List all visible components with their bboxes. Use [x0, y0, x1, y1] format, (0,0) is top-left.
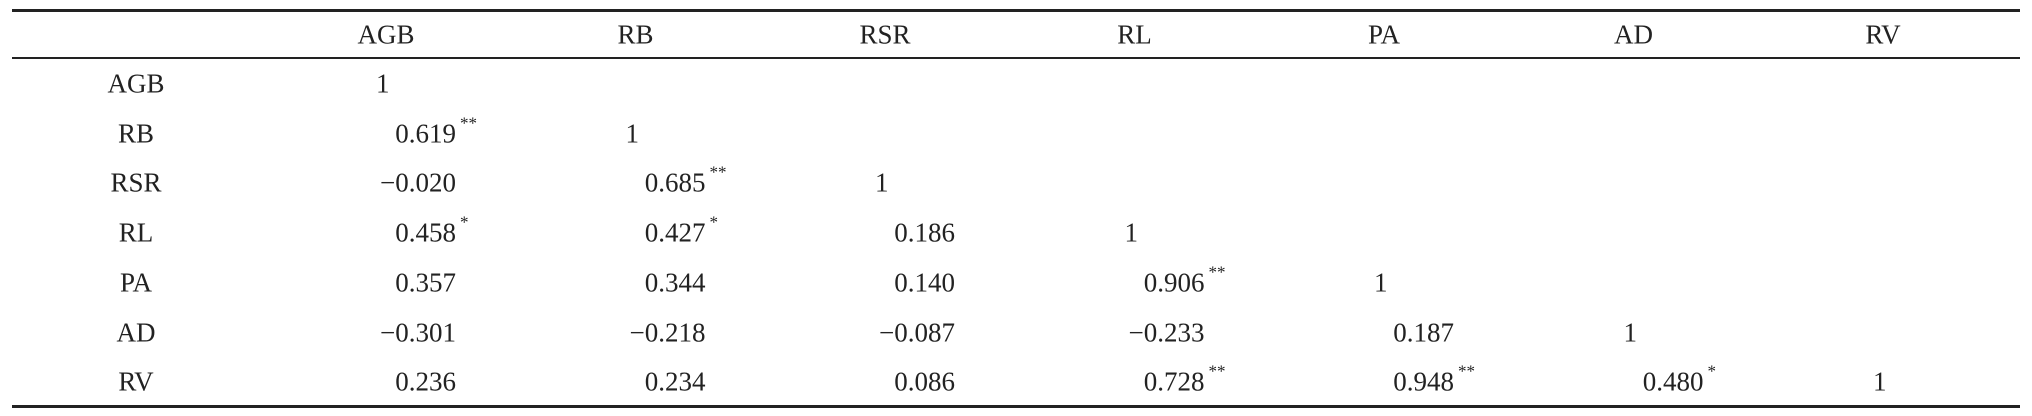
- row-label: RL: [118, 217, 154, 248]
- cell: 0.728 **: [1143, 363, 1226, 397]
- top-rule: [12, 9, 2020, 12]
- cell: 0.458 *: [395, 214, 468, 248]
- cell: 1: [376, 68, 390, 99]
- cell-value: 0.480: [1642, 366, 1704, 397]
- cell: 0.086: [894, 366, 955, 397]
- cell: 1: [626, 120, 640, 147]
- significance-mark: **: [709, 162, 727, 182]
- row-label: AGB: [107, 68, 165, 99]
- cell: 1: [1624, 319, 1638, 346]
- cell-value: −0.233: [1128, 317, 1205, 347]
- significance-mark: *: [709, 212, 719, 232]
- cell-value: −0.087: [879, 317, 955, 347]
- cell: 0.906 **: [1143, 263, 1226, 298]
- cell-value: 0.357: [395, 267, 456, 298]
- row-label: RB: [117, 118, 155, 149]
- cell-value: 0.344: [644, 267, 706, 298]
- row-label: AD: [116, 317, 156, 347]
- cell-value: 0.186: [894, 217, 955, 248]
- header-rule: [12, 57, 2020, 59]
- cell-value: 1: [1873, 366, 1887, 397]
- significance-mark: **: [1458, 361, 1475, 381]
- column-header: RV: [1865, 19, 1901, 50]
- cell: 1: [1124, 217, 1139, 248]
- bottom-rule: [12, 405, 2020, 408]
- row-label: RSR: [110, 167, 162, 198]
- cell-value: −0.218: [629, 317, 706, 347]
- cell-value: −0.020: [380, 167, 456, 198]
- cell-value: 0.236: [395, 366, 456, 397]
- cell: 0.427 *: [644, 214, 718, 248]
- cell-value: 1: [625, 118, 640, 149]
- cell: 1: [875, 167, 889, 198]
- cell-value: −0.301: [380, 317, 456, 347]
- column-header: PA: [1367, 19, 1401, 50]
- column-header: RL: [1117, 19, 1152, 50]
- cell: 0.619 **: [395, 114, 477, 149]
- cell: 0.186: [894, 217, 955, 248]
- cell-value: 0.427: [644, 217, 706, 248]
- cell: 1: [1873, 366, 1887, 397]
- cell-value: 0.948: [1393, 366, 1454, 397]
- column-header: AD: [1614, 19, 1653, 50]
- cell-value: 0.458: [395, 217, 456, 248]
- cell: 0.236: [395, 366, 456, 397]
- cell-value: 0.906: [1143, 267, 1205, 298]
- cell: 0.357: [395, 269, 456, 296]
- significance-mark: **: [1208, 361, 1226, 381]
- row-label: PA: [119, 267, 153, 298]
- significance-mark: **: [1208, 262, 1226, 282]
- significance-mark: **: [460, 113, 477, 133]
- cell: 0.948 **: [1393, 363, 1475, 397]
- cell-value: 0.187: [1393, 317, 1454, 347]
- cell-value: 0.728: [1143, 366, 1205, 397]
- cell: −0.087: [879, 319, 955, 346]
- cell-value: 1: [875, 167, 889, 198]
- cell: 0.140: [894, 269, 955, 296]
- cell: 0.234: [644, 366, 706, 397]
- cell-value: 1: [1374, 267, 1388, 298]
- cell-value: 1: [376, 68, 390, 99]
- column-header: AGB: [357, 19, 415, 50]
- cell: 0.480 *: [1642, 363, 1716, 397]
- cell-value: 0.086: [894, 366, 955, 397]
- significance-mark: *: [1707, 361, 1717, 381]
- cell: 1: [1374, 269, 1388, 296]
- cell: −0.020: [380, 167, 456, 198]
- cell: 0.344: [645, 269, 706, 296]
- cell-value: 0.234: [644, 366, 706, 397]
- cell: −0.218: [630, 319, 706, 346]
- cell-value: 1: [1124, 217, 1139, 248]
- cell: −0.301: [380, 319, 456, 346]
- cell: 0.685 **: [644, 164, 727, 198]
- cell-value: 0.685: [644, 167, 706, 198]
- significance-mark: *: [460, 212, 469, 232]
- column-header: RSR: [859, 19, 911, 50]
- cell: 0.187: [1393, 319, 1454, 346]
- cell-value: 0.619: [395, 118, 456, 149]
- cell-value: 1: [1623, 317, 1638, 347]
- row-label: RV: [118, 366, 154, 397]
- column-header: RB: [617, 19, 654, 50]
- cell: −0.233: [1129, 319, 1205, 346]
- cell-value: 0.140: [894, 267, 955, 298]
